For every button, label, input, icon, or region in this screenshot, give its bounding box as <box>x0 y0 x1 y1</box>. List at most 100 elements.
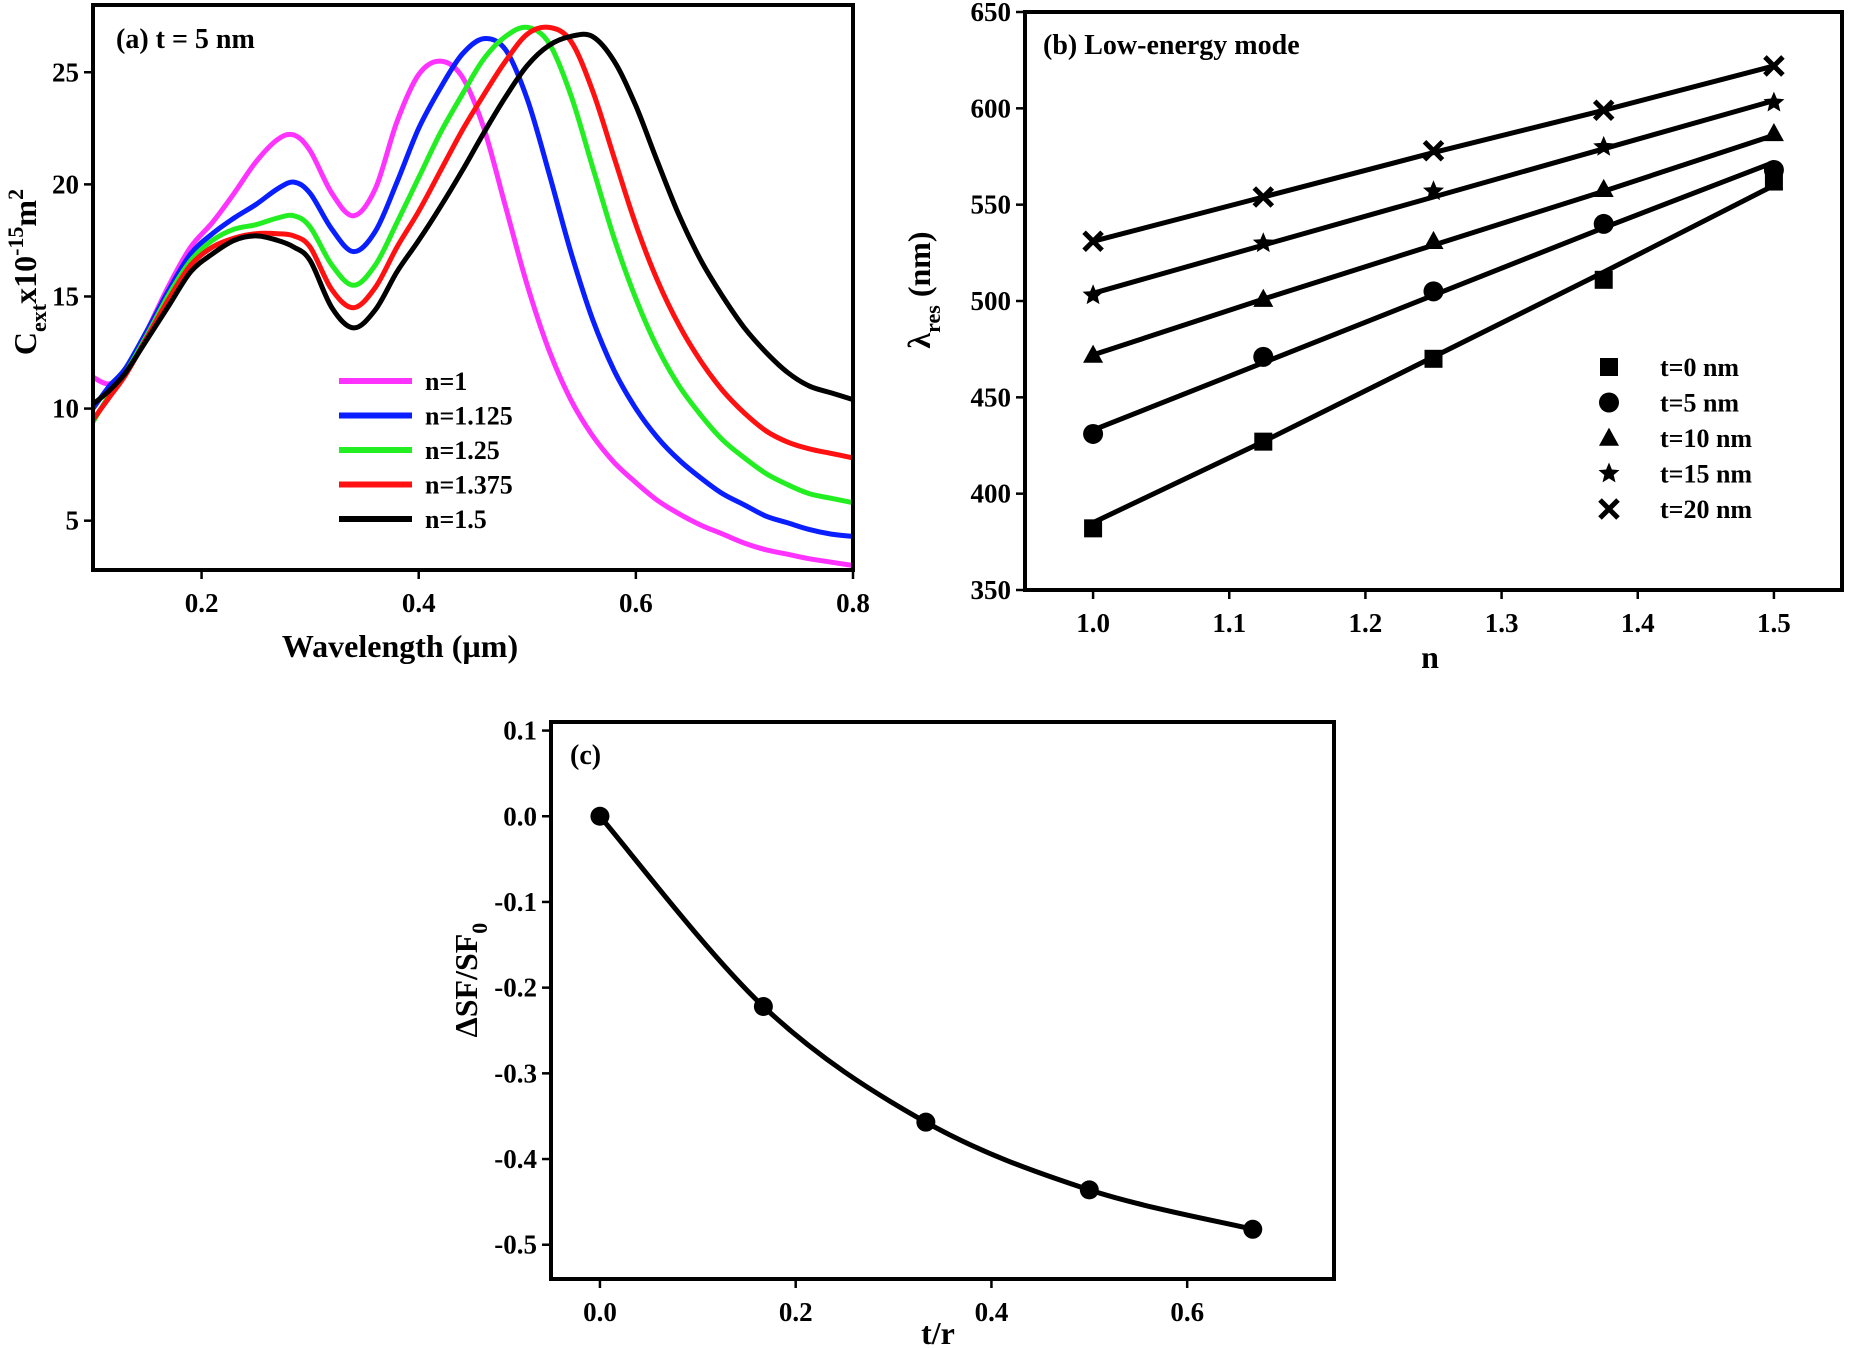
panel-b-legend-marker <box>1598 462 1620 483</box>
panel-c-y-tick-label: -0.1 <box>494 887 537 917</box>
panel-c-y-axis-title-main: ΔSF/SF <box>448 934 484 1038</box>
panel-c-x-tick-label: 0.4 <box>975 1297 1009 1327</box>
panel-a-chart: 0.2 0.4 0.6 0.8 5 10 15 20 25 (a) t = 5 nm Wavel… <box>3 3 870 664</box>
panel-c-y-axis-title-sub: 0 <box>467 923 492 934</box>
panel-b-legend-label: t=20 nm <box>1660 495 1752 524</box>
panel-a-y-axis-title-main: C <box>7 332 43 355</box>
panel-c-y-tick-label: 0.1 <box>503 716 537 746</box>
panel-a-y-tick-label: 15 <box>52 281 79 311</box>
panel-b-point-1 <box>1084 519 1103 538</box>
panel-b-point-5 <box>1252 186 1275 208</box>
panel-a-ticks: 0.2 0.4 0.6 0.8 5 10 15 20 25 <box>52 57 870 618</box>
panel-b-y-tick-label: 550 <box>971 190 1012 220</box>
panel-c-x-tick-label: 0.0 <box>583 1297 617 1327</box>
panel-b-legend-marker <box>1598 498 1620 520</box>
panel-a-frame <box>91 3 855 572</box>
panel-a-y-axis-title: Cextx10-15m2 <box>3 189 51 355</box>
panel-b-fit-line-4 <box>1092 98 1775 296</box>
panel-b-series <box>1082 55 1785 538</box>
panel-c-point <box>753 996 773 1016</box>
panel-b-legend: t=0 nm t=5 nm t=10 nm t=15 nm t=20 nm <box>1598 353 1752 524</box>
panel-b-chart: 1.0 1.1 1.2 1.3 1.4 1.5350400450500550600650 … <box>901 0 1844 675</box>
panel-a-y-tick-label: 20 <box>52 169 79 199</box>
panel-c-label: (c) <box>570 740 601 771</box>
panel-b-y-tick-label: 350 <box>971 575 1012 605</box>
panel-b-y-axis-title-main: λ <box>901 333 937 349</box>
panel-a-x-tick-label: 0.8 <box>836 588 870 618</box>
panel-b-point-4 <box>1593 135 1615 156</box>
panel-b-point-1 <box>1424 349 1443 368</box>
panel-b-point-4 <box>1252 232 1274 253</box>
panel-a-series-line-1 <box>91 58 854 568</box>
panel-a-y-axis-title-unit: m <box>7 200 43 227</box>
panel-b-point-2 <box>1083 423 1104 444</box>
panel-b-point-3 <box>1083 344 1104 363</box>
panel-a-y-tick-label: 25 <box>52 57 79 87</box>
panel-b-legend-marker <box>1599 392 1619 413</box>
panel-b-legend-label: t=15 nm <box>1660 460 1752 489</box>
panel-b-y-axis-title-rest: (nm) <box>901 231 937 305</box>
panel-a-y-axis-title-sub: ext <box>26 303 51 332</box>
panel-b-point-3 <box>1423 230 1444 250</box>
panel-b-y-tick-label: 500 <box>971 286 1012 316</box>
panel-c-x-tick-label: 0.6 <box>1170 1297 1204 1327</box>
panel-c-chart: 0.0 0.2 0.4 0.6 0.1 0.0 -0.1 -0.2 -0.3 -0.4 -0.5 (… <box>448 716 1336 1348</box>
panel-c-y-tick-label: -0.5 <box>494 1230 537 1260</box>
panel-c-point <box>1079 1180 1099 1200</box>
panel-b-x-axis-title: n <box>1421 639 1439 675</box>
panel-b-point-4 <box>1082 284 1104 305</box>
panel-b-legend-marker <box>1600 358 1618 376</box>
panel-b-y-tick-label: 650 <box>971 0 1012 27</box>
panel-c-y-tick-label: -0.2 <box>494 973 537 1003</box>
panel-b-frame <box>1023 10 1844 592</box>
panel-c-x-tick-label: 0.2 <box>779 1297 813 1327</box>
panel-b-x-tick-label: 1.3 <box>1485 608 1519 638</box>
panel-b-point-5 <box>1763 55 1785 77</box>
panel-b-point-4 <box>1423 180 1444 201</box>
panel-c-frame <box>549 720 1336 1281</box>
panel-c-y-tick-label: 0.0 <box>503 801 537 831</box>
panel-a-legend-label: n=1.5 <box>425 505 487 534</box>
panel-c-series <box>590 806 1263 1239</box>
panel-b-legend-label: t=5 nm <box>1660 389 1739 418</box>
panel-b-point-3 <box>1253 288 1274 307</box>
panel-b-x-tick-label: 1.1 <box>1212 608 1246 638</box>
panel-b-point-4 <box>1763 91 1785 112</box>
panel-b-label: (b) Low-energy mode <box>1043 30 1300 61</box>
panel-a-y-axis-title-sup: -15 <box>3 227 28 256</box>
panel-b-ticks: 1.0 1.1 1.2 1.3 1.4 1.5 350 400 450 500 550 600 650 <box>971 0 1791 638</box>
panel-c-point <box>1243 1219 1263 1239</box>
panel-b-y-tick-label: 450 <box>971 382 1012 412</box>
panel-b-point-5 <box>1592 99 1615 122</box>
panel-a-y-tick-label: 5 <box>66 506 80 536</box>
panel-b-point-2 <box>1593 213 1614 234</box>
panel-c-y-tick-label: -0.3 <box>494 1058 537 1088</box>
panel-a-series-line-5 <box>91 31 854 407</box>
panel-c-y-axis-title: ΔSF/SF0 <box>448 923 492 1038</box>
panel-b-legend-label: t=0 nm <box>1660 353 1739 382</box>
panel-b-y-tick-label: 400 <box>971 479 1012 509</box>
panel-a-y-axis-title-rest: x10 <box>7 256 43 304</box>
panel-a-series <box>90 24 854 568</box>
panel-a-legend-label: n=1 <box>425 367 467 396</box>
panel-b-point-1 <box>1254 432 1273 451</box>
panel-b-x-tick-label: 1.4 <box>1621 608 1655 638</box>
panel-a-series-line-2 <box>90 35 854 539</box>
panel-a-legend-label: n=1.375 <box>425 471 513 500</box>
panel-b-x-tick-label: 1.5 <box>1757 608 1791 638</box>
panel-a-legend-label: n=1.25 <box>425 436 500 465</box>
panel-a-series-line-3 <box>90 24 854 506</box>
panel-a-y-axis-title-unit-sup: 2 <box>3 189 28 200</box>
panel-b-x-tick-label: 1.2 <box>1349 608 1383 638</box>
panel-b-legend-label: t=10 nm <box>1660 424 1752 453</box>
panel-a-legend: n=1 n=1.125 n=1.25 n=1.375 n=1.5 <box>339 367 513 534</box>
panel-b-y-axis-title-sub: res <box>920 305 945 333</box>
panel-b-y-tick-label: 600 <box>971 93 1012 123</box>
panel-b-point-1 <box>1594 270 1613 289</box>
panel-a-legend-label: n=1.125 <box>425 402 513 431</box>
panel-a-x-tick-label: 0.6 <box>619 588 653 618</box>
panel-b-point-5 <box>1082 230 1104 253</box>
panel-c-x-axis-title: t/r <box>921 1315 955 1348</box>
panel-a-x-tick-label: 0.4 <box>402 588 436 618</box>
